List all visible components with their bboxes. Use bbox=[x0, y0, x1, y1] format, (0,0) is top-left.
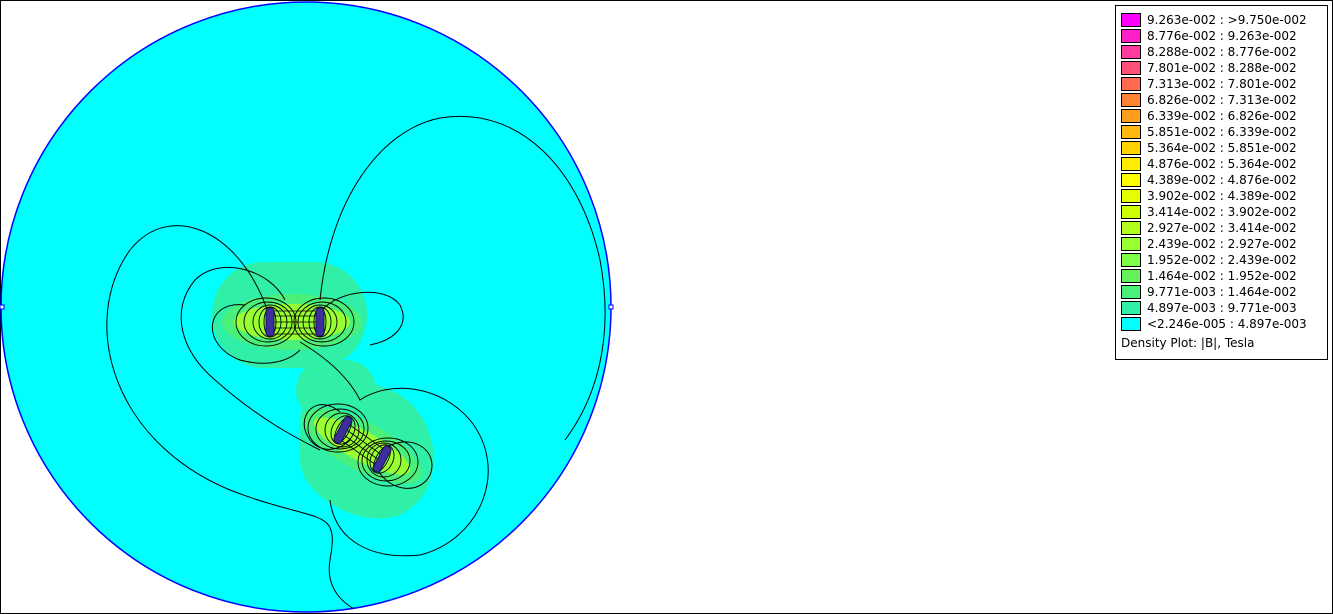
conductor-1[interactable] bbox=[265, 307, 275, 337]
legend-caption: Density Plot: |B|, Tesla bbox=[1121, 336, 1255, 350]
legend-label: 2.439e-002 : 2.927e-002 bbox=[1147, 237, 1297, 251]
legend-swatch bbox=[1121, 221, 1141, 235]
legend-label: 2.927e-002 : 3.414e-002 bbox=[1147, 221, 1297, 235]
legend-label: 7.801e-002 : 8.288e-002 bbox=[1147, 61, 1297, 75]
legend-label: 7.313e-002 : 7.801e-002 bbox=[1147, 77, 1297, 91]
flux-line-4 bbox=[299, 341, 489, 557]
legend-label: 4.876e-002 : 5.364e-002 bbox=[1147, 157, 1297, 171]
legend-swatch bbox=[1121, 13, 1141, 27]
conductor-3[interactable] bbox=[333, 416, 353, 444]
legend-swatch bbox=[1121, 157, 1141, 171]
legend-swatch bbox=[1121, 301, 1141, 315]
conductor-4[interactable] bbox=[372, 445, 392, 473]
legend-swatch bbox=[1121, 141, 1141, 155]
density-plot[interactable] bbox=[0, 0, 1115, 614]
gap-field-lines bbox=[272, 310, 386, 466]
conductor-2[interactable] bbox=[315, 307, 325, 337]
flux-line-1 bbox=[319, 116, 606, 441]
legend-swatch bbox=[1121, 269, 1141, 283]
legend-swatch bbox=[1121, 189, 1141, 203]
legend-label: 3.414e-002 : 3.902e-002 bbox=[1147, 205, 1297, 219]
legend-swatch bbox=[1121, 61, 1141, 75]
flux-line-5 bbox=[321, 291, 404, 346]
legend-label: 4.389e-002 : 4.876e-002 bbox=[1147, 173, 1297, 187]
legend-swatch bbox=[1121, 29, 1141, 43]
legend-swatch bbox=[1121, 173, 1141, 187]
boundary-node-right bbox=[608, 304, 614, 310]
legend-swatch bbox=[1121, 285, 1141, 299]
legend-swatch bbox=[1121, 45, 1141, 59]
legend-label: 5.851e-002 : 6.339e-002 bbox=[1147, 125, 1297, 139]
legend-label: 8.776e-002 : 9.263e-002 bbox=[1147, 29, 1297, 43]
legend-label: 5.364e-002 : 5.851e-002 bbox=[1147, 141, 1297, 155]
legend-label: 9.771e-003 : 1.464e-002 bbox=[1147, 285, 1297, 299]
flux-line-2 bbox=[106, 225, 361, 612]
legend-swatch bbox=[1121, 237, 1141, 251]
legend-label: 6.826e-002 : 7.313e-002 bbox=[1147, 93, 1297, 107]
flux-line-6 bbox=[212, 304, 301, 364]
legend-swatch bbox=[1121, 253, 1141, 267]
legend-label: 4.897e-003 : 9.771e-003 bbox=[1147, 301, 1297, 315]
legend-label: 1.464e-002 : 1.952e-002 bbox=[1147, 269, 1297, 283]
legend-label: <2.246e-005 : 4.897e-003 bbox=[1147, 317, 1307, 331]
legend-label: 3.902e-002 : 4.389e-002 bbox=[1147, 189, 1297, 203]
legend-swatch bbox=[1121, 109, 1141, 123]
field-region bbox=[106, 116, 606, 612]
legend-label: 1.952e-002 : 2.439e-002 bbox=[1147, 253, 1297, 267]
flux-line-3 bbox=[180, 266, 321, 451]
legend-label: 6.339e-002 : 6.826e-002 bbox=[1147, 109, 1297, 123]
boundary-node-left bbox=[0, 304, 5, 310]
legend-swatch bbox=[1121, 205, 1141, 219]
legend-swatch bbox=[1121, 93, 1141, 107]
legend-label: 9.263e-002 : >9.750e-002 bbox=[1147, 13, 1307, 27]
legend-swatch bbox=[1121, 317, 1141, 331]
legend-swatch bbox=[1121, 77, 1141, 91]
legend-swatch bbox=[1121, 125, 1141, 139]
density-legend: 9.263e-002 : >9.750e-002 8.776e-002 : 9.2… bbox=[1115, 5, 1328, 360]
legend-label: 8.288e-002 : 8.776e-002 bbox=[1147, 45, 1297, 59]
conductors bbox=[265, 307, 392, 473]
